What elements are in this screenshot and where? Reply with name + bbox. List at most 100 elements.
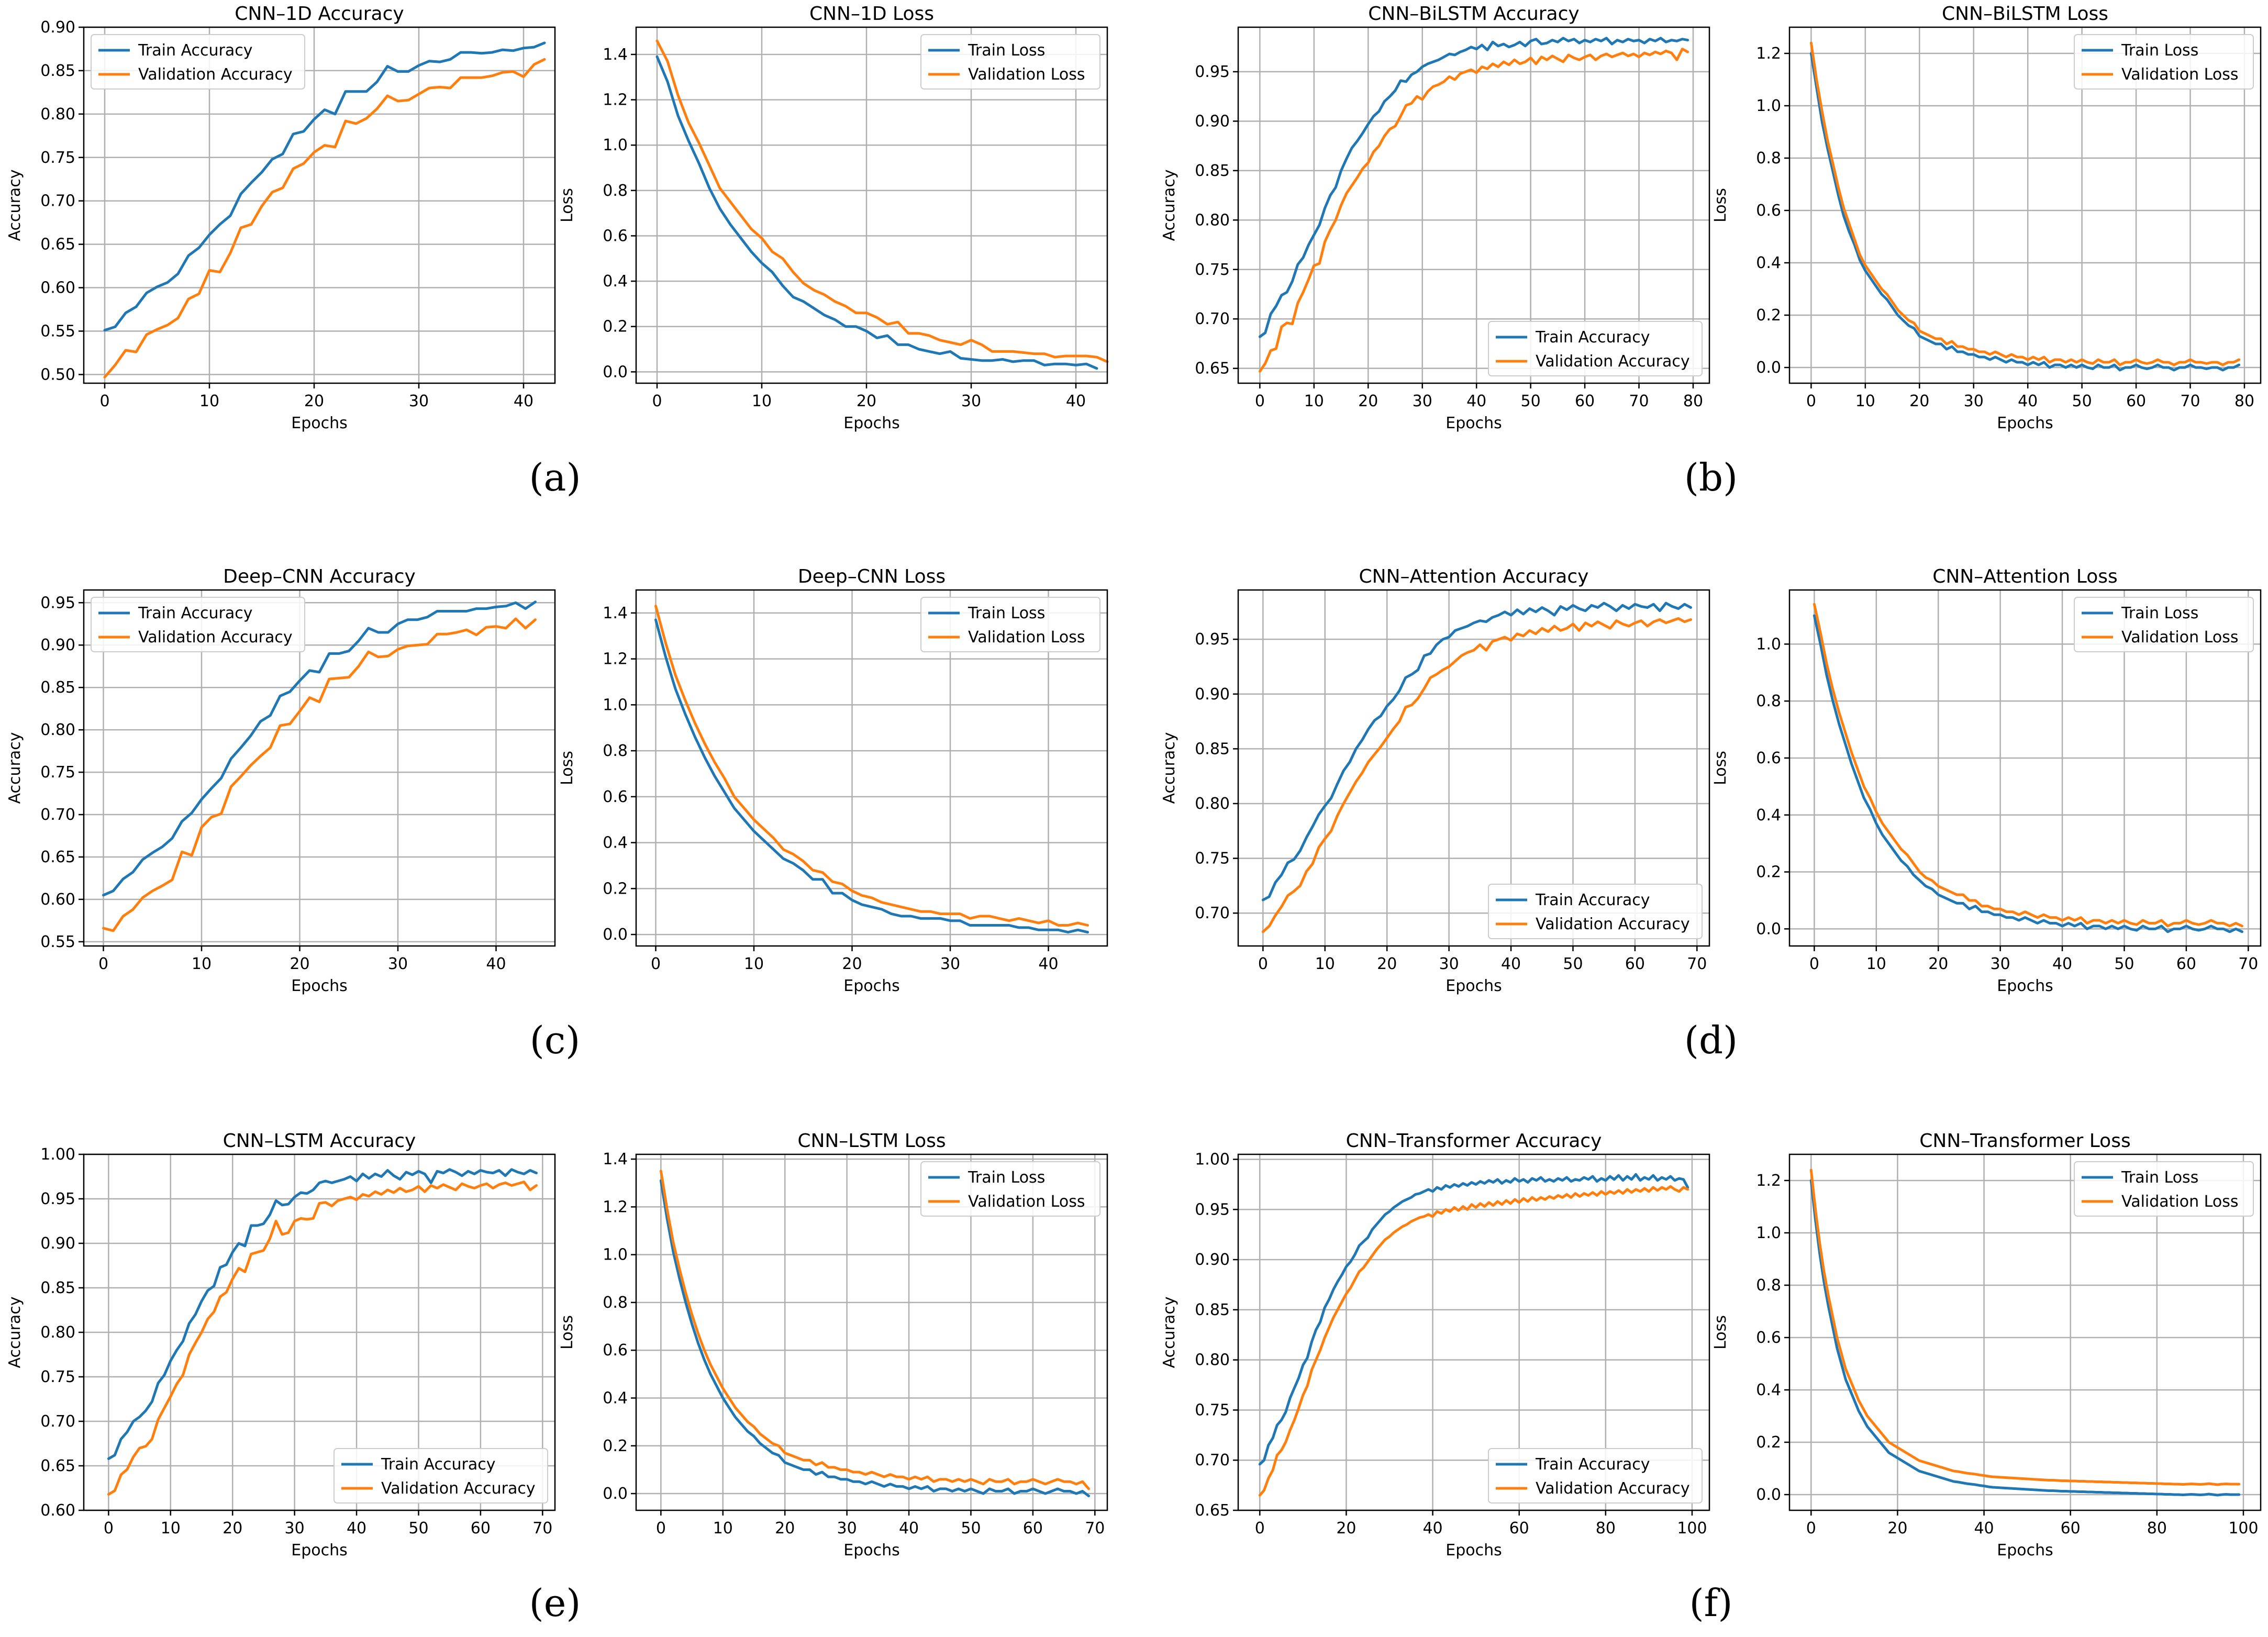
legend-box — [2074, 1161, 2254, 1217]
x-tick-label: 0 — [104, 1519, 114, 1538]
series-train-line — [1813, 614, 2243, 933]
x-tick-label: 20 — [1928, 955, 1948, 973]
y-tick-label: 1.2 — [603, 650, 628, 669]
y-tick-label: 0.75 — [40, 149, 75, 167]
chart-title: CNN–BiLSTM Loss — [1942, 3, 2108, 25]
legend-entry: Train Loss — [968, 604, 1045, 622]
chart-5: 0 10 20 30 40 0.55 0.60 0.65 0.70 0.75 0.80 0.85 0.9… — [6, 566, 556, 995]
y-tick-label: 0.85 — [1195, 162, 1230, 180]
panel-label-e: (e) — [529, 1581, 581, 1625]
y-tick-label: 1.0 — [1756, 1224, 1781, 1242]
y-tick-label: 0.95 — [1195, 630, 1230, 649]
x-tick-label: 70 — [2180, 392, 2200, 410]
x-tick-label: 70 — [1085, 1519, 1105, 1538]
y-tick-label: 0.2 — [1756, 306, 1781, 325]
chart-title: CNN–Transformer Loss — [1919, 1130, 2130, 1152]
y-tick-label: 0.4 — [1756, 254, 1781, 272]
y-tick-label: 0.2 — [603, 318, 628, 336]
y-axis-label: Loss — [558, 1315, 576, 1350]
series-validation-line — [107, 1181, 538, 1496]
legend-box — [2074, 34, 2254, 90]
y-tick-label: 0.4 — [603, 834, 628, 852]
chart-12: 0 20 40 60 80 100 0.0 0.2 0.4 0.6 0.8 1.0 1.2 CNN–Tra… — [1711, 1130, 2262, 1560]
legend-entry: Validation Accuracy — [138, 628, 293, 647]
y-tick-label: 1.2 — [603, 1198, 628, 1216]
series-train-line — [102, 600, 537, 897]
legend-entry: Validation Loss — [2121, 65, 2238, 84]
y-tick-label: 0.50 — [40, 365, 75, 384]
x-axis-label: Epochs — [291, 1541, 348, 1560]
series-train-line — [1809, 1179, 2241, 1497]
x-axis-label: Epochs — [1446, 414, 1502, 432]
x-tick-label: 10 — [1866, 955, 1886, 973]
panel-label-f: (f) — [1689, 1581, 1733, 1625]
y-tick-label: 0.75 — [1195, 261, 1230, 279]
y-tick-label: 0.0 — [603, 926, 628, 944]
y-axis-label: Accuracy — [1160, 1297, 1179, 1368]
series-train-line — [1261, 602, 1692, 901]
x-tick-label: 0 — [98, 955, 108, 973]
y-tick-label: 1.0 — [603, 1246, 628, 1264]
y-tick-label: 1.2 — [1756, 44, 1781, 63]
x-axis-label: Epochs — [1446, 1541, 1502, 1560]
x-tick-label: 0 — [1809, 955, 1819, 973]
y-axis-label: Accuracy — [6, 170, 24, 241]
legend-entry: Train Accuracy — [1535, 1455, 1650, 1474]
y-tick-label: 0.60 — [40, 1501, 75, 1520]
series-validation-line — [103, 58, 546, 378]
y-tick-label: 0.55 — [40, 933, 75, 951]
y-tick-label: 0.8 — [603, 742, 628, 760]
y-tick-label: 1.4 — [603, 46, 628, 64]
x-tick-label: 60 — [1625, 955, 1645, 973]
legend-entry: Train Loss — [968, 41, 1045, 60]
y-tick-label: 0.85 — [40, 62, 75, 80]
y-tick-label: 0.55 — [40, 322, 75, 340]
x-tick-label: 10 — [1315, 955, 1335, 973]
y-tick-label: 0.60 — [40, 890, 75, 909]
y-tick-label: 0.70 — [40, 192, 75, 210]
series-validation-line — [1261, 617, 1692, 933]
series-train-line — [103, 41, 546, 332]
x-tick-label: 80 — [2147, 1519, 2167, 1538]
y-tick-label: 0.8 — [1756, 149, 1781, 168]
panel-label-a: (a) — [529, 455, 581, 499]
y-tick-label: 0.0 — [603, 363, 628, 381]
y-tick-label: 0.80 — [40, 1323, 75, 1342]
series-train-line — [655, 55, 1098, 370]
x-tick-label: 0 — [651, 955, 661, 973]
y-tick-label: 0.0 — [1756, 359, 1781, 377]
y-tick-label: 0.6 — [603, 788, 628, 806]
y-tick-label: 0.75 — [1195, 1401, 1230, 1419]
x-tick-label: 40 — [486, 955, 506, 973]
panel-label-d: (d) — [1684, 1018, 1738, 1062]
legend-entry: Train Loss — [2121, 41, 2198, 60]
legend-entry: Train Accuracy — [1535, 891, 1650, 909]
axes-frame — [635, 26, 1108, 384]
legend-box — [2074, 597, 2254, 652]
x-tick-label: 60 — [1023, 1519, 1043, 1538]
y-tick-label: 0.6 — [603, 227, 628, 245]
x-tick-label: 10 — [1855, 392, 1875, 410]
legend-entry: Validation Loss — [968, 1193, 1085, 1211]
x-axis-label: Epochs — [291, 414, 348, 432]
y-tick-label: 0.6 — [603, 1341, 628, 1360]
legend-box — [920, 34, 1100, 90]
x-tick-label: 80 — [1683, 392, 1703, 410]
x-tick-label: 0 — [99, 392, 109, 410]
y-tick-label: 0.90 — [1195, 685, 1230, 704]
chart-title: CNN–Attention Loss — [1932, 566, 2118, 587]
series-train-line — [654, 618, 1089, 934]
x-tick-label: 10 — [752, 392, 772, 410]
legend-box — [1488, 1448, 1703, 1504]
y-tick-label: 0.65 — [40, 848, 75, 866]
x-axis-label: Epochs — [843, 414, 900, 432]
x-tick-label: 0 — [1255, 1519, 1265, 1538]
axes-frame — [1237, 589, 1710, 947]
chart-title: CNN–LSTM Accuracy — [223, 1130, 416, 1152]
x-tick-label: 10 — [744, 955, 764, 973]
x-tick-label: 40 — [514, 392, 533, 410]
x-tick-label: 70 — [532, 1519, 552, 1538]
series-validation-line — [659, 1170, 1090, 1490]
legend-box — [1488, 321, 1703, 376]
series-validation-line — [654, 605, 1089, 927]
